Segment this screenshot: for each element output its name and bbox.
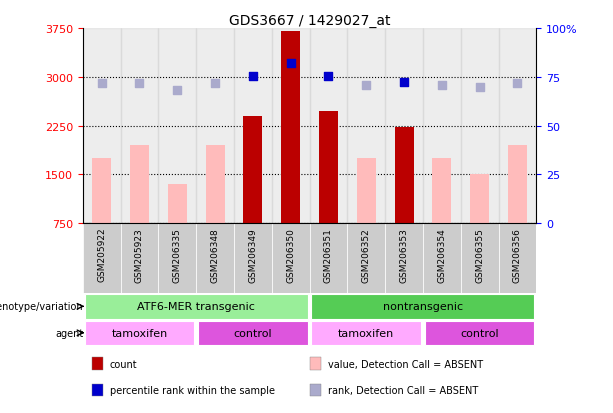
Text: genotype/variation: genotype/variation xyxy=(0,301,83,311)
Bar xyxy=(357,159,376,224)
Bar xyxy=(85,321,194,345)
Bar xyxy=(92,159,111,224)
Bar xyxy=(311,294,535,319)
Point xyxy=(97,80,107,87)
Bar xyxy=(423,29,461,224)
Text: tamoxifen: tamoxifen xyxy=(112,328,167,338)
Bar xyxy=(385,224,423,293)
Title: GDS3667 / 1429027_at: GDS3667 / 1429027_at xyxy=(229,14,390,28)
Bar xyxy=(130,146,149,224)
Bar xyxy=(121,224,158,293)
Bar xyxy=(461,224,498,293)
Text: control: control xyxy=(234,328,272,338)
Bar xyxy=(470,175,489,224)
Bar xyxy=(498,224,536,293)
Text: agent: agent xyxy=(55,328,83,338)
Bar xyxy=(196,29,234,224)
Bar xyxy=(310,384,321,396)
Text: rank, Detection Call = ABSENT: rank, Detection Call = ABSENT xyxy=(328,385,478,395)
Bar xyxy=(508,146,527,224)
Bar xyxy=(423,224,461,293)
Bar xyxy=(158,224,196,293)
Point xyxy=(210,80,220,87)
Point xyxy=(475,84,485,91)
Text: GSM206350: GSM206350 xyxy=(286,227,295,282)
Text: GSM206349: GSM206349 xyxy=(248,227,257,282)
Bar xyxy=(121,29,158,224)
Text: GSM205923: GSM205923 xyxy=(135,227,144,282)
Text: tamoxifen: tamoxifen xyxy=(338,328,394,338)
Bar xyxy=(85,294,308,319)
Text: value, Detection Call = ABSENT: value, Detection Call = ABSENT xyxy=(328,359,483,369)
Text: percentile rank within the sample: percentile rank within the sample xyxy=(110,385,275,395)
Text: ATF6-MER transgenic: ATF6-MER transgenic xyxy=(137,301,255,311)
Point xyxy=(512,80,522,87)
Bar xyxy=(243,116,262,224)
Bar xyxy=(310,358,321,370)
Point xyxy=(134,80,145,87)
Bar xyxy=(348,29,385,224)
Text: count: count xyxy=(110,359,137,369)
Bar xyxy=(234,224,272,293)
Bar xyxy=(461,29,498,224)
Bar xyxy=(385,29,423,224)
Text: GSM206354: GSM206354 xyxy=(437,227,446,282)
Bar xyxy=(92,384,103,396)
Text: GSM206356: GSM206356 xyxy=(513,227,522,282)
Bar xyxy=(196,224,234,293)
Point xyxy=(172,88,182,95)
Text: nontransgenic: nontransgenic xyxy=(383,301,463,311)
Text: GSM206348: GSM206348 xyxy=(210,227,219,282)
Bar xyxy=(319,112,338,224)
Bar xyxy=(395,128,414,224)
Bar xyxy=(425,321,535,345)
Bar xyxy=(198,321,308,345)
Bar xyxy=(281,32,300,224)
Text: GSM206335: GSM206335 xyxy=(173,227,182,282)
Text: GSM205922: GSM205922 xyxy=(97,227,106,282)
Bar xyxy=(168,185,187,224)
Point xyxy=(361,82,371,89)
Point xyxy=(286,61,295,67)
Bar xyxy=(83,224,121,293)
Point xyxy=(248,74,257,80)
Text: GSM206351: GSM206351 xyxy=(324,227,333,282)
Bar xyxy=(234,29,272,224)
Bar xyxy=(272,29,310,224)
Text: control: control xyxy=(460,328,499,338)
Bar xyxy=(311,321,421,345)
Bar xyxy=(432,159,451,224)
Bar xyxy=(310,29,348,224)
Point xyxy=(399,79,409,86)
Bar xyxy=(83,29,121,224)
Bar xyxy=(498,29,536,224)
Bar xyxy=(158,29,196,224)
Bar xyxy=(348,224,385,293)
Bar xyxy=(205,146,224,224)
Point xyxy=(324,74,333,80)
Point xyxy=(437,82,447,89)
Bar xyxy=(310,224,348,293)
Text: GSM206352: GSM206352 xyxy=(362,227,371,282)
Text: GSM206353: GSM206353 xyxy=(400,227,409,282)
Bar xyxy=(272,224,310,293)
Text: GSM206355: GSM206355 xyxy=(475,227,484,282)
Bar xyxy=(92,358,103,370)
